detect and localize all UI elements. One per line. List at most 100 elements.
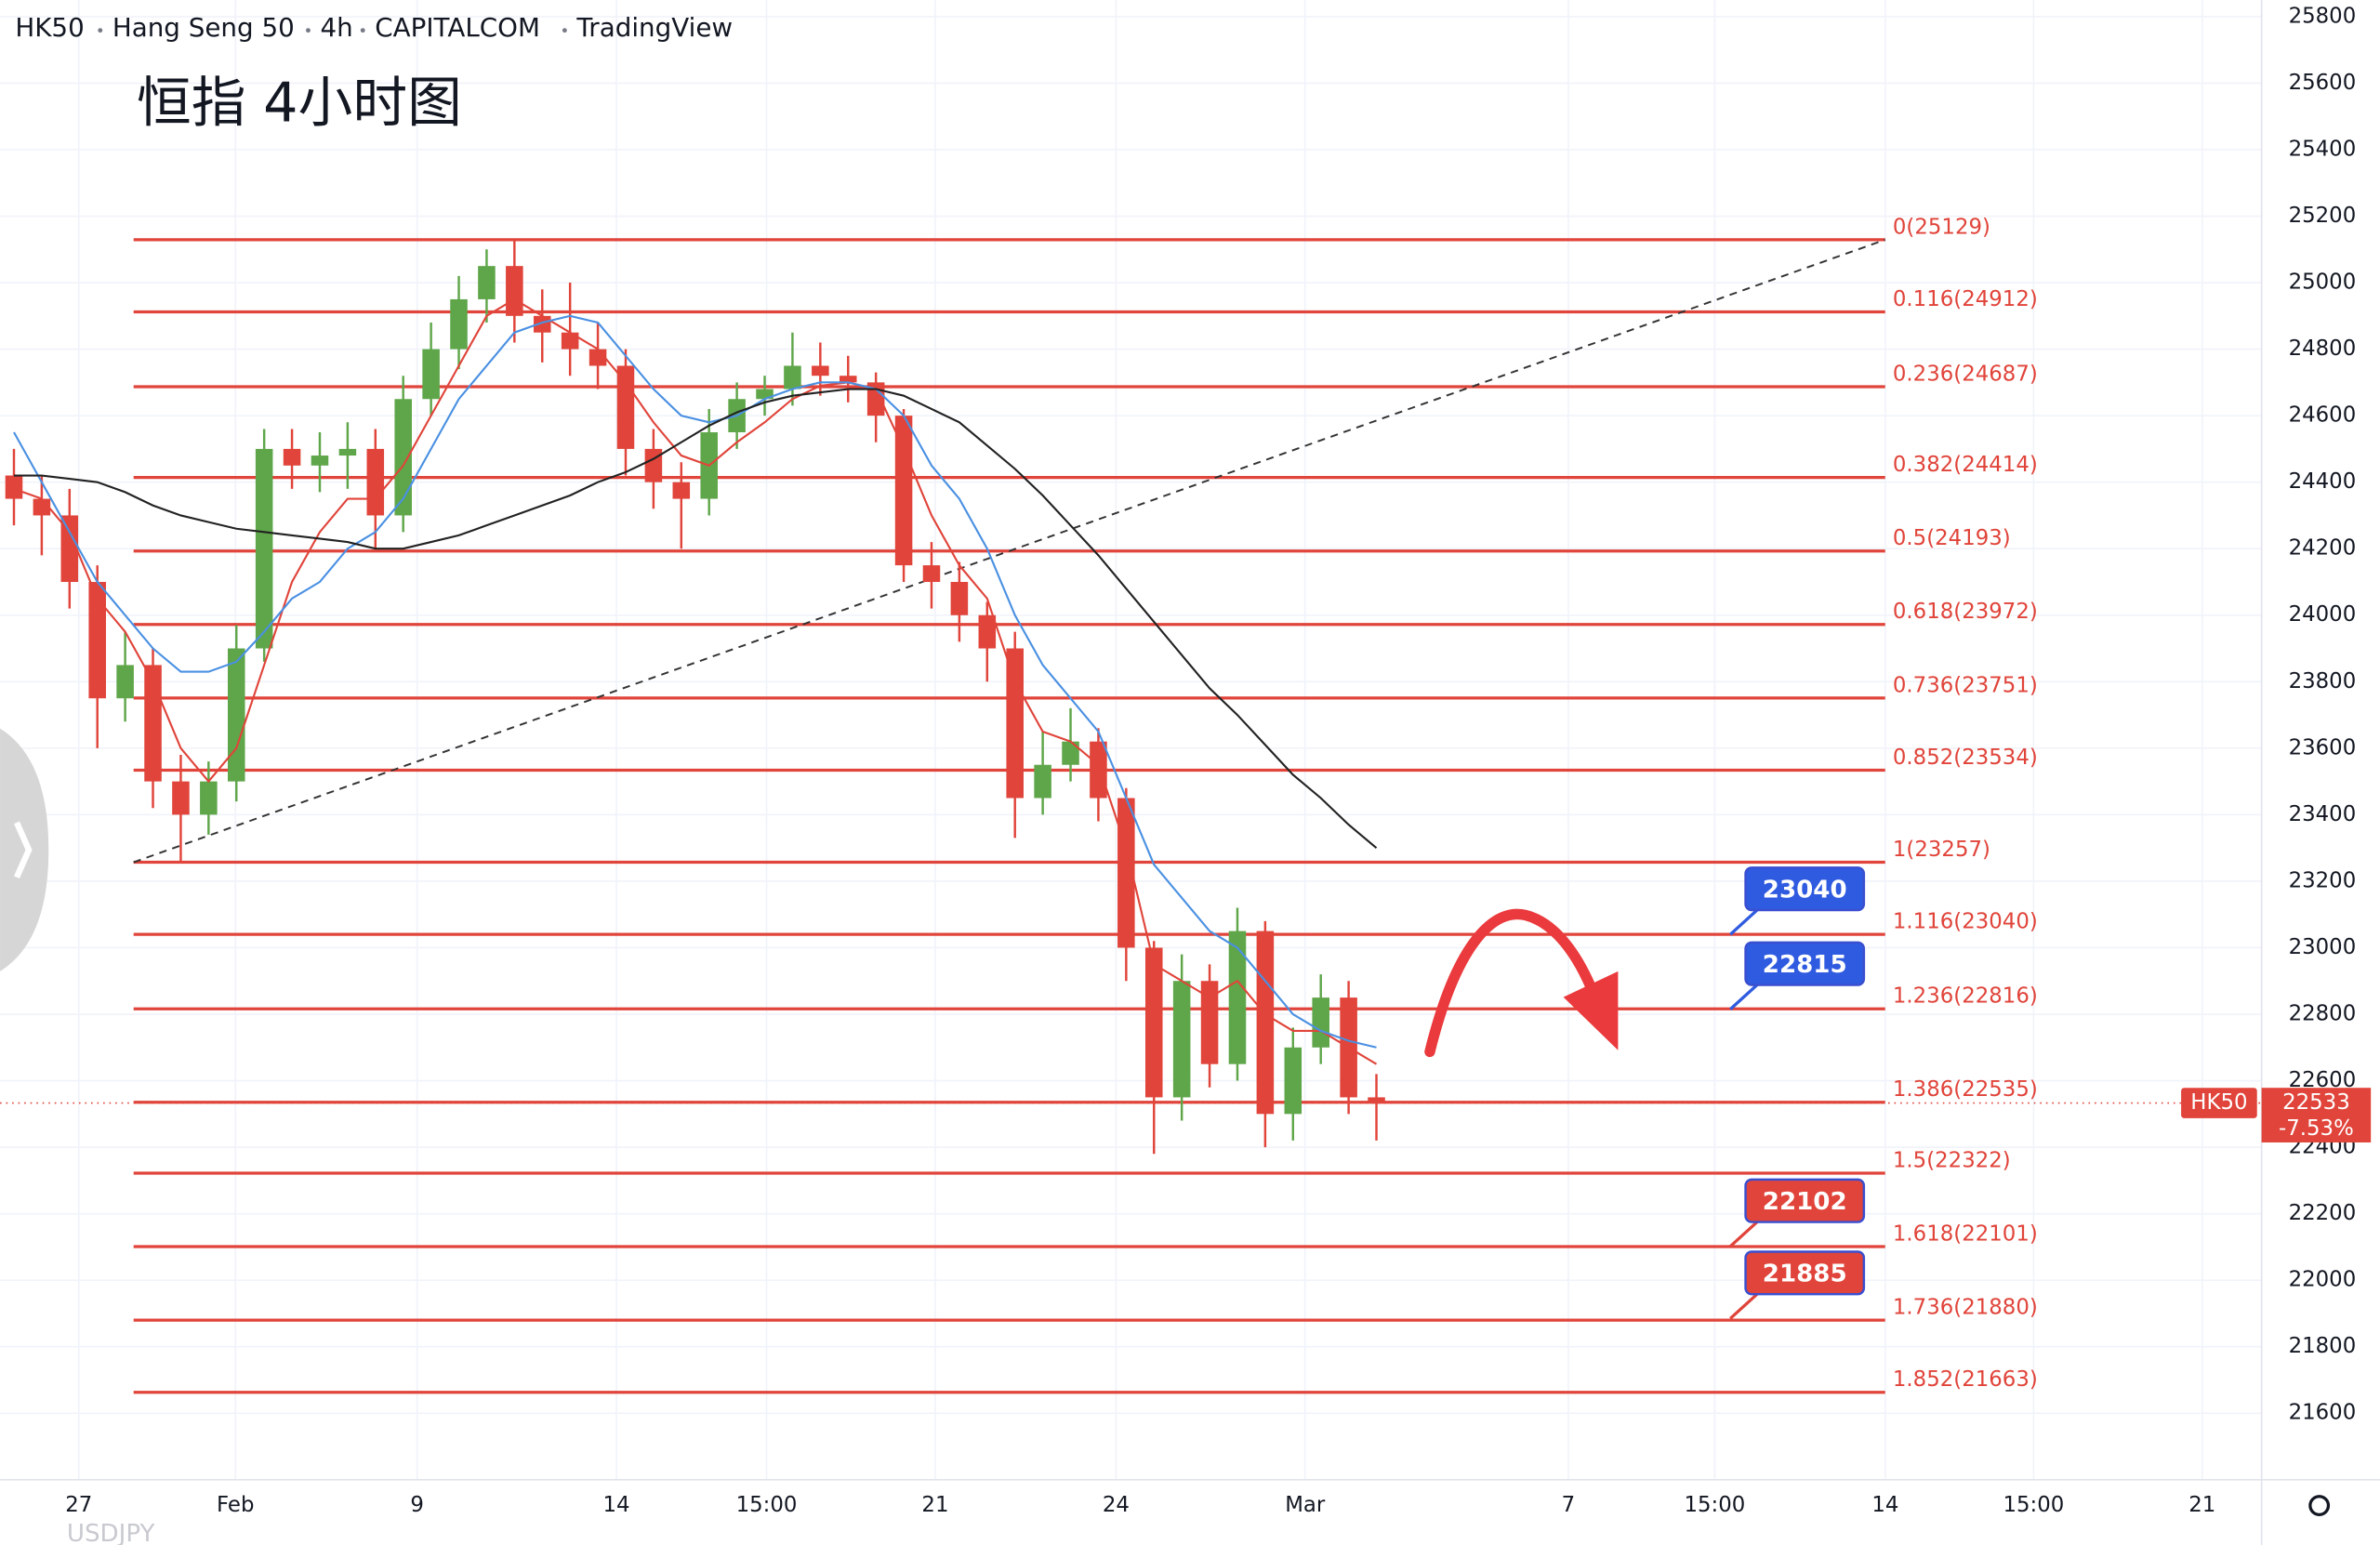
separator [562,28,567,33]
candle-body [950,581,969,615]
candle-body [255,448,273,649]
candle-body [1228,931,1247,1064]
candle-body [894,416,913,566]
arrow-annotation [1424,908,1599,1058]
fib-levels: 0(25129) 0.116(24912) 0.236(24687) 0.382(24… [0,215,2262,1394]
moving-average [13,314,1377,1049]
candle-body [422,349,440,400]
candle-body [506,266,523,316]
x-tick-label: 24 [1103,1493,1130,1517]
fib-label: 0.5(24193) [1893,526,2011,550]
y-tick-label: 25200 [2289,204,2357,228]
arrow-head [1563,971,1619,1050]
x-tick-label: 27 [65,1493,92,1517]
candle-body [366,448,385,516]
price-tag-change: -7.53% [2279,1116,2354,1141]
candle-body [644,448,663,482]
candle-body [60,515,79,582]
x-tick-label: 7 [1562,1493,1576,1517]
moving-average [13,297,1378,1065]
y-tick-label: 24200 [2289,536,2357,561]
y-tick-label: 24800 [2289,337,2357,361]
fib-label: 0.382(24414) [1893,453,2038,477]
fib-label: 1.736(21880) [1893,1296,2038,1320]
callout-box [1744,1250,1866,1296]
callout-box [1744,1178,1866,1223]
side-handle[interactable] [0,728,49,971]
price-tag-symbol: HK50 [2190,1090,2247,1115]
x-tick-label: 14 [1871,1493,1898,1517]
fib-label: 1.236(22816) [1893,984,2038,1009]
candle-body [450,298,468,350]
chart-title: 恒指 4小时图 [137,70,462,134]
y-tick-label: 23200 [2289,868,2357,892]
x-tick-label: 15:00 [2003,1493,2064,1517]
header-name: Hang Seng 50 [112,12,295,43]
next-pane-label: USDJPY [67,1520,155,1545]
y-tick-label: 24400 [2289,469,2357,494]
candle-body [616,365,635,449]
fib-label: 0(25129) [1893,215,1990,239]
y-tick-label: 25800 [2289,4,2357,28]
separator [360,28,365,33]
candle-body [561,332,579,350]
candle-body [172,781,190,815]
candle-body [672,482,691,499]
fib-label: 0.618(23972) [1893,600,2038,624]
header-symbol: HK50 [15,12,84,43]
candle-body [200,781,218,815]
x-tick-label: 14 [602,1493,629,1517]
candle-body [756,389,774,400]
candle-body [839,376,857,383]
x-tick-label: Mar [1285,1493,1326,1517]
candle-body [1144,947,1163,1098]
moving-average [13,388,1378,849]
header: HK50 Hang Seng 50 4h CAPITALCOM TradingV… [15,12,733,43]
candle-body [394,399,412,516]
fib-label: 0.852(23534) [1893,746,2038,770]
candle-body [478,266,496,299]
fib-label: 1.386(22535) [1893,1077,2038,1102]
callout-label: 23040 [1763,876,1847,904]
candle-body [311,456,329,466]
y-tick-label: 24600 [2289,403,2357,428]
candle-body [1312,997,1329,1048]
candle-body [227,648,245,782]
candle-body [1200,981,1219,1064]
candle-body [1006,648,1024,799]
fib-label: 1(23257) [1893,838,1990,862]
candle-body [116,665,134,699]
separator [98,28,103,33]
price-tag-symbol-box [2181,1088,2257,1118]
fib-label: 1.852(21663) [1893,1367,2038,1392]
header-exchange: CAPITALCOM [375,12,540,43]
price-tag-box [2261,1088,2372,1142]
candle-body [1090,741,1107,799]
price-tag-value: 22533 [2282,1090,2350,1115]
candle-body [88,581,106,699]
y-tick-label: 25400 [2289,137,2357,161]
plot [5,239,1385,1155]
candle-body [1256,931,1275,1115]
callout-box [1744,941,1866,986]
fib-label: 0.736(23751) [1893,673,2038,697]
separator [306,28,311,33]
x-tick-label: 15:00 [736,1493,798,1517]
candle-body [978,614,997,649]
candle-body [1368,1097,1385,1103]
candle-body [283,448,301,466]
candle-body [784,365,801,390]
callout-label: 22815 [1763,951,1847,979]
callout-label: 22102 [1763,1188,1847,1216]
candle-body [338,448,357,456]
y-tick-label: 23600 [2289,735,2357,759]
candle-body [5,475,23,499]
settings-button[interactable] [2308,1495,2331,1516]
x-tick-label: 21 [921,1493,948,1517]
y-tick-label: 25600 [2289,71,2357,95]
x-tick-label: Feb [217,1493,254,1517]
candle-body [1062,741,1079,765]
x-tick-label: 15:00 [1684,1493,1745,1517]
